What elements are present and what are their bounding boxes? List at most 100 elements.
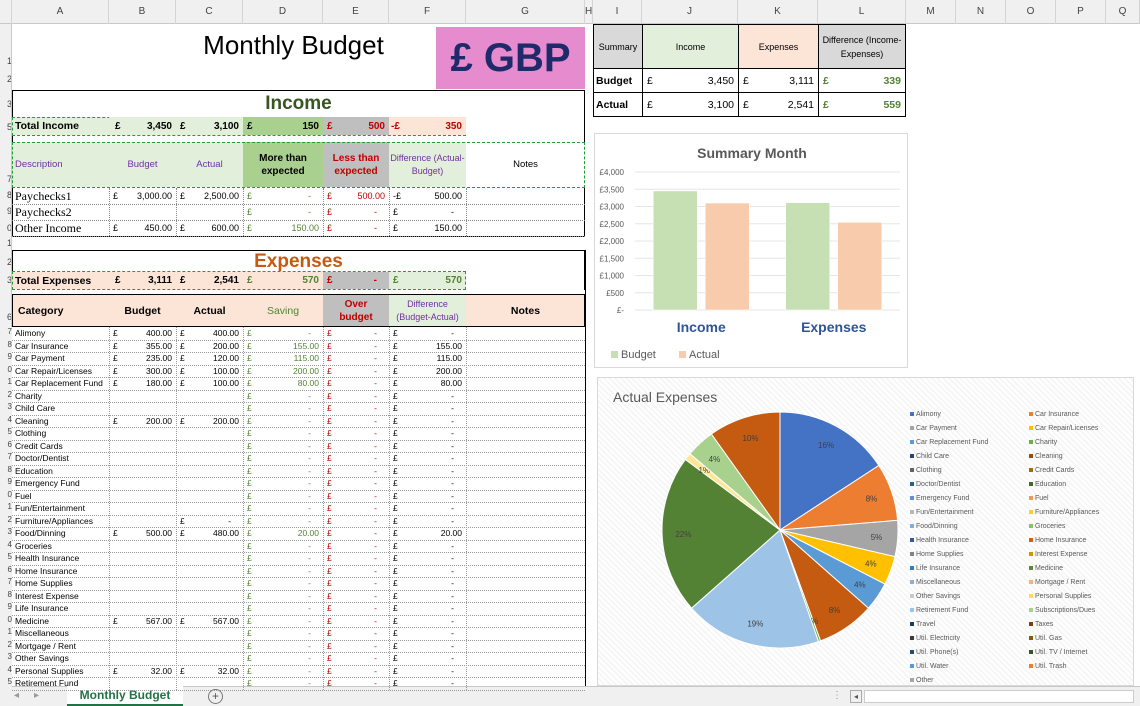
row-header[interactable]: 8 bbox=[0, 589, 12, 602]
expenses-block bbox=[12, 250, 585, 290]
column-header-o[interactable]: O bbox=[1006, 0, 1056, 24]
column-header-k[interactable]: K bbox=[738, 0, 818, 24]
row-header[interactable]: 5 bbox=[0, 427, 12, 440]
select-all-corner[interactable] bbox=[0, 0, 12, 24]
row-header[interactable]: 0 bbox=[0, 489, 12, 502]
expense-over: £ - bbox=[323, 615, 389, 628]
row-header[interactable]: 5 bbox=[0, 552, 12, 565]
column-header-l[interactable]: L bbox=[818, 0, 906, 24]
currency-symbol: £ bbox=[393, 353, 398, 364]
expense-diff-value: - bbox=[451, 565, 454, 576]
pie-data-label: 5% bbox=[871, 533, 883, 542]
expense-over-value: - bbox=[374, 628, 377, 639]
scroll-left-icon[interactable]: ◂ bbox=[14, 690, 20, 701]
row-header[interactable]: 2 bbox=[0, 514, 12, 527]
currency-symbol: £ bbox=[113, 615, 118, 626]
actual-expenses-chart[interactable]: Actual Expenses 16% 8% 5% 4% 4% 8% 0% 19% 22% 1% 4%… bbox=[597, 377, 1134, 686]
row-header[interactable]: 9 bbox=[0, 602, 12, 615]
row-header[interactable]: 1 bbox=[0, 502, 12, 515]
expense-actual bbox=[176, 427, 243, 440]
column-header-a[interactable]: A bbox=[12, 0, 109, 24]
row-header[interactable]: 8 bbox=[0, 339, 12, 352]
pie-data-label: 10% bbox=[742, 434, 758, 443]
expense-diff: £ - bbox=[389, 415, 466, 428]
column-header-j[interactable]: J bbox=[642, 0, 738, 24]
column-header-i[interactable]: I bbox=[593, 0, 642, 24]
expense-budget bbox=[109, 390, 176, 403]
column-header-q[interactable]: Q bbox=[1106, 0, 1140, 24]
row-header[interactable]: 0 bbox=[0, 364, 12, 377]
column-header-h[interactable]: H bbox=[585, 0, 593, 24]
legend-label: Personal Supplies bbox=[1035, 593, 1092, 600]
row-header[interactable]: 6 bbox=[6, 312, 12, 322]
legend-swatch bbox=[910, 580, 914, 584]
row-header[interactable]: 8 bbox=[6, 190, 12, 200]
row-header[interactable]: 2 bbox=[6, 74, 12, 84]
expense-saving: £ - bbox=[243, 552, 323, 565]
sheet-tab-monthly-budget[interactable]: Monthly Budget bbox=[67, 686, 183, 706]
row-header[interactable]: 7 bbox=[0, 452, 12, 465]
column-header-f[interactable]: F bbox=[389, 0, 466, 24]
row-header[interactable]: 6 bbox=[0, 439, 12, 452]
legend-label: Travel bbox=[916, 621, 936, 628]
expense-saving-value: - bbox=[308, 440, 311, 451]
column-header-g[interactable]: G bbox=[466, 0, 585, 24]
currency-symbol: £ bbox=[327, 378, 332, 389]
expense-saving: £ - bbox=[243, 427, 323, 440]
column-header-p[interactable]: P bbox=[1056, 0, 1106, 24]
currency-symbol: £ bbox=[180, 223, 186, 233]
row-header[interactable]: 3 bbox=[0, 402, 12, 415]
row-header[interactable]: 2 bbox=[0, 389, 12, 402]
row-header[interactable]: 0 bbox=[6, 223, 12, 233]
expense-diff-value: - bbox=[451, 440, 454, 451]
currency-symbol: £ bbox=[393, 540, 398, 551]
expense-category: Car Insurance bbox=[15, 340, 69, 351]
column-header-m[interactable]: M bbox=[906, 0, 956, 24]
expenses-header-over: Over budget bbox=[323, 295, 389, 326]
row-header[interactable]: 1 bbox=[0, 377, 12, 390]
column-header-d[interactable]: D bbox=[243, 0, 323, 24]
add-sheet-icon[interactable]: + bbox=[208, 689, 223, 704]
row-header[interactable]: 9 bbox=[0, 352, 12, 365]
row-header[interactable]: 3 bbox=[6, 99, 12, 109]
row-header[interactable]: 6 bbox=[0, 564, 12, 577]
row-header[interactable]: 9 bbox=[0, 477, 12, 490]
row-header[interactable]: 4 bbox=[0, 664, 12, 677]
row-header[interactable]: 2 bbox=[0, 639, 12, 652]
row-header[interactable]: 8 bbox=[0, 464, 12, 477]
row-header[interactable]: 4 bbox=[0, 414, 12, 427]
row-header[interactable]: 3 bbox=[0, 527, 12, 540]
horizontal-scrollbar[interactable] bbox=[864, 690, 1134, 703]
row-header[interactable]: 9 bbox=[6, 206, 12, 216]
expense-diff-value: - bbox=[451, 628, 454, 639]
scroll-right-icon[interactable]: ▸ bbox=[34, 690, 40, 701]
row-header[interactable]: 4 bbox=[0, 539, 12, 552]
row-header[interactable]: 0 bbox=[0, 614, 12, 627]
more-options-icon[interactable]: ⋮ bbox=[832, 690, 842, 701]
currency-symbol: £ bbox=[327, 353, 332, 364]
row-header[interactable]: 1 bbox=[6, 56, 12, 66]
hscroll-left-icon[interactable]: ◂ bbox=[850, 690, 862, 703]
row-header[interactable]: 7 bbox=[6, 174, 12, 184]
row-header[interactable]: 7 bbox=[0, 577, 12, 590]
expense-category: Charity bbox=[15, 390, 42, 401]
row-header[interactable]: 3 bbox=[6, 275, 12, 285]
legend-label: Emergency Fund bbox=[916, 495, 969, 502]
column-header-c[interactable]: C bbox=[176, 0, 243, 24]
column-header-e[interactable]: E bbox=[323, 0, 389, 24]
legend-swatch bbox=[1029, 636, 1033, 640]
row-header[interactable]: 5 bbox=[6, 122, 12, 132]
row-header[interactable]: 1 bbox=[0, 627, 12, 640]
row-header[interactable]: 3 bbox=[0, 652, 12, 665]
row-header[interactable]: 7 bbox=[0, 327, 12, 340]
expense-over: £ - bbox=[323, 540, 389, 553]
y-tick-label: £2,000 bbox=[600, 237, 625, 246]
row-header[interactable]: 5 bbox=[0, 677, 12, 690]
summary-month-chart[interactable]: Summary Month £4,000 £3,500 £3,000 £2,500 £2,… bbox=[594, 133, 908, 368]
row-header[interactable]: 2 bbox=[6, 257, 12, 267]
column-header-n[interactable]: N bbox=[956, 0, 1006, 24]
column-header-b[interactable]: B bbox=[109, 0, 176, 24]
expense-category: Car Payment bbox=[15, 353, 65, 364]
row-header[interactable]: 1 bbox=[6, 238, 12, 248]
